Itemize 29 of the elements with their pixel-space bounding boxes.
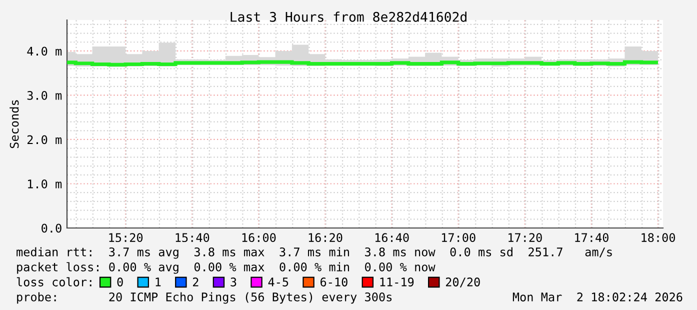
text: probe: 20 ICMP Echo Pings (56 Bytes) every 300s (17, 292, 392, 304)
x-tick-label: 15:40 (176, 233, 210, 242)
y-tick-label: 3.0 m (27, 90, 62, 100)
text: median rtt: 3.7 ms avg 3.8 ms max 3.7 ms min 3.8 ms now 0.0 ms sd 251.7 am/s (16, 247, 612, 259)
y-tick-label: 0.0 (42, 224, 62, 233)
legend-label: 1 (156, 278, 161, 286)
legend-label: 6-10 (320, 278, 348, 286)
legend-title: loss color: (16, 277, 92, 286)
y-tick-label: 2.0 m (27, 135, 62, 144)
x-tick-label: 17:00 (442, 233, 476, 242)
x-tick-label: 17:40 (575, 233, 608, 242)
chart-title: Last 3 Hours from 8e282d41602d (230, 12, 466, 22)
x-tick-label: 15:20 (109, 233, 143, 242)
legend-label: 2 (193, 278, 198, 286)
text: packet loss: 0.00 % avg 0.00 % max 0.00 % min 0.00 % now (17, 262, 436, 274)
legend-label: 11-19 (380, 278, 414, 286)
x-tick-label: 16:00 (242, 233, 276, 242)
x-tick-label: 18:00 (642, 233, 676, 242)
x-tick-label: 17:20 (508, 233, 542, 242)
legend-label: 3 (230, 278, 236, 286)
legend-label: 0 (117, 278, 123, 286)
y-tick-label: 1.0 m (28, 180, 62, 188)
text: Mon Mar 2 18:02:24 2026 (512, 292, 682, 302)
y-axis-title: Seconds (10, 100, 19, 148)
x-tick-label: 16:40 (375, 233, 409, 242)
legend-label: 20/20 (446, 278, 480, 288)
y-tick-label: 4.0 m (27, 46, 62, 56)
x-tick-label: 16:20 (308, 233, 342, 242)
legend-label: 4-5 (268, 278, 288, 286)
